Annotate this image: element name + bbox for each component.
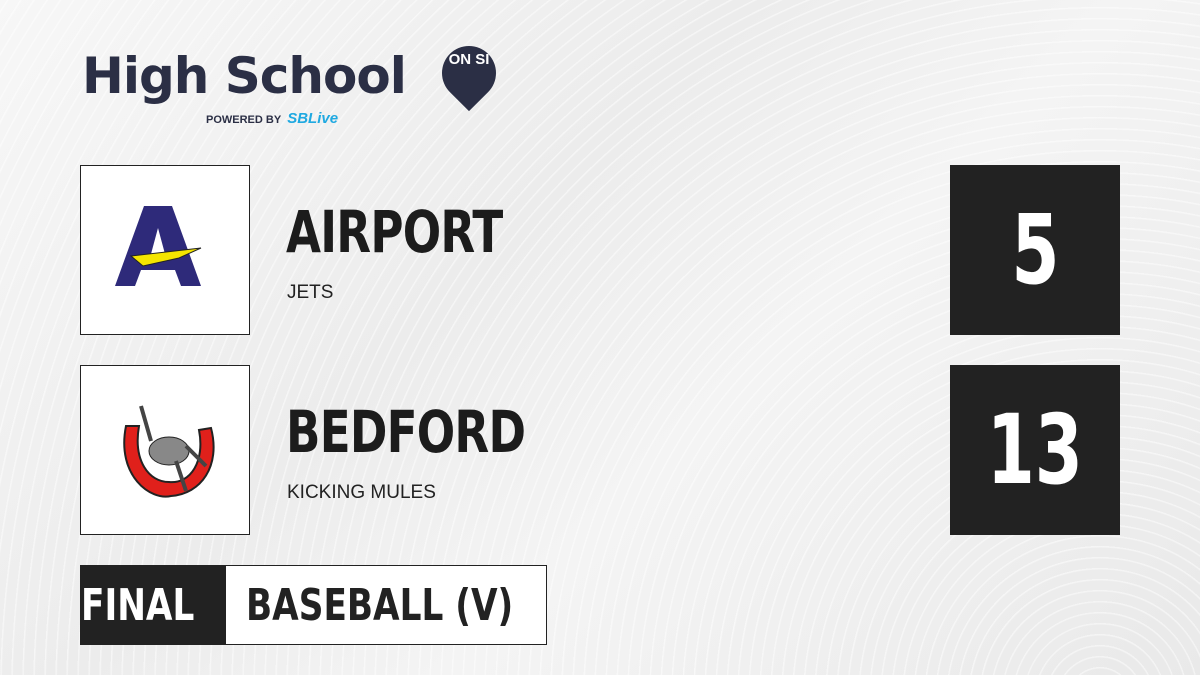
sport-label: BASEBALL (V) — [226, 566, 589, 644]
final-badge: FINAL — [81, 566, 227, 644]
team2-name: BEDFORD — [286, 398, 526, 466]
status-text: FINAL — [81, 579, 195, 631]
team1-name: AIRPORT — [286, 198, 503, 266]
powered-by: POWERED BY SBLive — [206, 110, 338, 127]
powered-by-label: POWERED BY — [206, 114, 282, 126]
team1-logo — [80, 165, 250, 335]
sport-text: BASEBALL (V) — [246, 579, 514, 631]
game-status-bar: FINAL BASEBALL (V) — [80, 565, 547, 645]
team1-mascot: JETS — [287, 282, 334, 303]
airport-a-logo-icon — [115, 206, 202, 286]
team1-score: 5 — [950, 165, 1120, 335]
high-school-on-si-logo: High School ON SI POWERED BY SBLive — [82, 34, 508, 127]
team2-score: 13 — [950, 365, 1120, 535]
sblive-logo: SBLive — [287, 110, 339, 127]
pin-text: ON SI — [448, 51, 490, 68]
team2-logo — [80, 365, 250, 535]
team1-score-value: 5 — [1010, 194, 1060, 306]
brand-title: High School — [82, 47, 407, 105]
team2-score-value: 13 — [986, 394, 1084, 506]
kicking-mule-logo-icon — [123, 405, 215, 498]
team2-mascot: KICKING MULES — [287, 482, 436, 503]
